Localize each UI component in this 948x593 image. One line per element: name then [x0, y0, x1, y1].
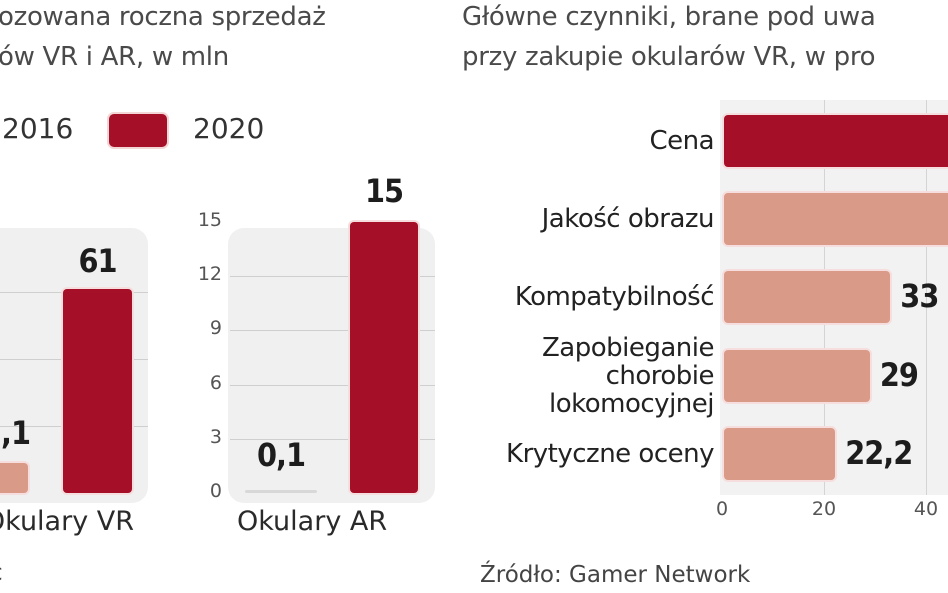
right-title-line-2: przy zakupie okularów VR, w pro [462, 42, 876, 72]
h-category-label: Krytyczne oceny [506, 440, 714, 468]
left-title-line-2: ów VR i AR, w mln [0, 42, 229, 72]
h-x-tick-label: 40 [913, 498, 939, 520]
h-bar [724, 193, 948, 245]
ar-gridline [230, 384, 435, 386]
vr-value-label-2016: ,1 [1, 414, 31, 452]
vr-bar-2020 [63, 289, 132, 493]
h-category-label-line: Jakość obrazu [541, 204, 715, 234]
ar-value-label-2020: 15 [364, 172, 404, 210]
ar-value-label-2016: 0,1 [257, 436, 306, 474]
h-bar [724, 428, 836, 480]
h-value-label: 33 [900, 277, 939, 315]
h-category-label-line: lokomocyjnej [548, 389, 715, 419]
h-x-tick-label: 20 [811, 498, 837, 520]
right-title-line-1: Główne czynniki, brane pod uwa [462, 2, 876, 32]
legend-label-2016: 2016 [2, 112, 74, 145]
h-value-label: 29 [879, 356, 919, 394]
h-x-tick-label: 0 [715, 498, 729, 520]
legend-swatch-2020 [109, 114, 167, 147]
h-category-label: Kompatybilność [514, 282, 715, 312]
h-category-label: Cena [649, 127, 714, 155]
h-category-label: Jakość obrazu [541, 204, 715, 234]
h-bar [724, 271, 891, 323]
left-title-line-1: ozowana roczna sprzedaż [0, 2, 326, 32]
h-bar [724, 115, 948, 167]
h-category-label-line: Kompatybilność [514, 282, 715, 312]
h-category-label-line: chorobie [605, 361, 715, 391]
vr-bar-2016 [0, 463, 28, 493]
ar-y-tick-label: 3 [209, 425, 222, 448]
ar-bar-2016 [245, 490, 317, 493]
vr-value-label-2020: 61 [78, 242, 117, 280]
ar-gridline [230, 438, 435, 440]
h-category-label-line: Zapobieganie [541, 333, 715, 363]
ar-y-tick-label: 0 [209, 480, 222, 502]
h-gridline [926, 100, 927, 495]
h-category-label-line: Krytyczne oceny [506, 439, 714, 469]
ar-bar-2020 [350, 222, 418, 493]
right-source: Źródło: Gamer Network [480, 562, 751, 588]
ar-gridline [230, 276, 435, 278]
legend-label-2020: 2020 [193, 112, 265, 145]
h-category-label-line: Cena [649, 126, 714, 156]
ar-y-tick-label: 6 [209, 371, 222, 394]
left-source-fragment: c [0, 560, 3, 586]
ar-y-tick-label: 12 [197, 263, 222, 286]
ar-y-tick-label: 9 [209, 317, 222, 340]
vr-category-label: Okulary VR [0, 506, 134, 537]
ar-category-label: Okulary AR [237, 506, 388, 537]
h-value-label: 22,2 [845, 434, 913, 472]
h-bar [724, 350, 870, 402]
ar-y-tick-label: 15 [197, 209, 222, 231]
h-category-label: Zapobieganie chorobie lokomocyjnej [541, 333, 715, 419]
ar-gridline [230, 330, 435, 332]
